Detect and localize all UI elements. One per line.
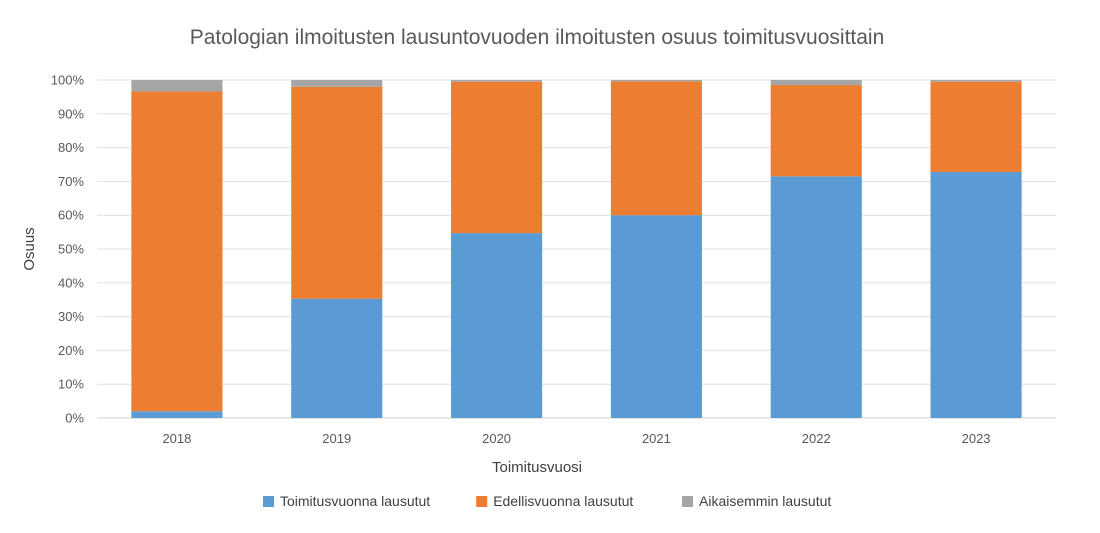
y-tick-label: 50% [58, 242, 84, 257]
bar-segment [770, 176, 862, 418]
y-axis-ticks: 0% 10% 20% 30% 40% 50% 60% 70% 80% 90% 100% [51, 73, 85, 426]
x-tick-label: 2020 [482, 431, 511, 446]
legend-swatch [682, 496, 693, 507]
legend-label: Edellisvuonna lausutut [493, 493, 633, 509]
y-tick-label: 80% [58, 140, 84, 155]
y-axis-title: Osuus [21, 227, 38, 270]
legend-item: Aikaisemmin lausutut [682, 493, 831, 509]
y-tick-label: 30% [58, 309, 84, 324]
y-tick-label: 20% [58, 343, 84, 358]
bar-segment [770, 85, 862, 177]
bar-segment [930, 81, 1022, 172]
bar-segment [610, 80, 702, 82]
legend-item: Toimitusvuonna lausutut [263, 493, 430, 509]
bar-segment [930, 80, 1022, 82]
x-axis-ticks: 2018 2019 2020 2021 2022 2023 [162, 431, 990, 446]
x-axis-title: Toimitusvuosi [492, 459, 582, 476]
bar-segment [610, 215, 702, 418]
bar-segment [451, 81, 543, 234]
legend-swatch [263, 496, 274, 507]
bar-segment [131, 91, 223, 412]
bar-segment [131, 411, 223, 418]
bars [131, 80, 1022, 418]
x-tick-label: 2019 [322, 431, 351, 446]
x-tick-label: 2018 [162, 431, 191, 446]
bar-segment [291, 298, 383, 418]
bar-segment [291, 86, 383, 299]
legend-label: Toimitusvuonna lausutut [280, 493, 430, 509]
bar-segment [770, 80, 862, 86]
legend: Toimitusvuonna lausutut Edellisvuonna lau… [263, 493, 831, 509]
y-tick-label: 60% [58, 208, 84, 223]
y-tick-label: 10% [58, 377, 84, 392]
y-tick-label: 40% [58, 275, 84, 290]
legend-label: Aikaisemmin lausutut [699, 493, 831, 509]
gridlines [97, 79, 1056, 419]
y-tick-label: 0% [65, 411, 84, 426]
bar-segment [291, 80, 383, 87]
chart-title: Patologian ilmoitusten lausuntovuoden il… [190, 26, 885, 49]
y-tick-label: 90% [58, 106, 84, 121]
y-tick-label: 100% [51, 73, 85, 88]
x-tick-label: 2022 [802, 431, 831, 446]
bar-segment [451, 233, 543, 418]
bar-segment [451, 80, 543, 82]
bar-segment [131, 80, 223, 92]
x-tick-label: 2023 [962, 431, 991, 446]
y-tick-label: 70% [58, 174, 84, 189]
legend-swatch [476, 496, 488, 507]
x-tick-label: 2021 [642, 431, 671, 446]
legend-item: Edellisvuonna lausutut [476, 493, 633, 509]
bar-segment [610, 81, 702, 216]
bar-segment [930, 171, 1022, 418]
